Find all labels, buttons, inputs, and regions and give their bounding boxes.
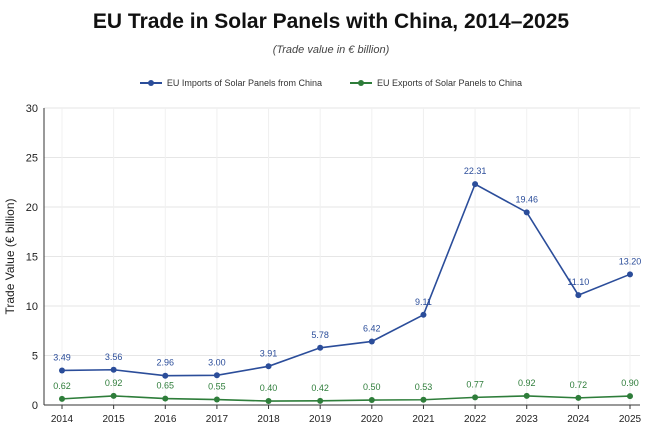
data-label: 0.62 bbox=[53, 381, 71, 391]
data-point bbox=[575, 292, 582, 299]
data-label: 22.31 bbox=[464, 166, 487, 176]
x-tick-label: 2021 bbox=[412, 414, 435, 425]
data-point bbox=[627, 271, 633, 278]
data-label: 0.92 bbox=[518, 378, 536, 388]
data-point bbox=[420, 311, 427, 318]
x-tick-label: 2022 bbox=[464, 414, 487, 425]
data-point bbox=[523, 392, 530, 399]
data-point bbox=[368, 397, 375, 404]
data-point bbox=[59, 395, 65, 402]
y-tick-label: 5 bbox=[32, 351, 38, 363]
data-point bbox=[472, 181, 479, 188]
x-tick-label: 2016 bbox=[154, 414, 177, 425]
data-label: 0.53 bbox=[415, 382, 433, 392]
y-tick-label: 10 bbox=[26, 301, 38, 313]
data-label: 19.46 bbox=[515, 194, 538, 204]
data-point bbox=[162, 372, 169, 379]
legend-swatch-exports bbox=[349, 78, 372, 88]
legend-item-exports: EU Exports of Solar Panels to China bbox=[349, 78, 523, 88]
data-label: 0.72 bbox=[570, 380, 588, 390]
y-tick-label: 30 bbox=[26, 103, 38, 115]
data-point bbox=[627, 393, 633, 400]
data-label: 3.91 bbox=[260, 348, 278, 358]
y-tick-label: 20 bbox=[26, 202, 38, 214]
data-point bbox=[523, 209, 530, 216]
x-tick-label: 2017 bbox=[206, 414, 229, 425]
x-tick-label: 2020 bbox=[361, 414, 384, 425]
data-point bbox=[420, 396, 427, 403]
y-tick-label: 15 bbox=[26, 252, 38, 264]
y-tick-label: 0 bbox=[32, 400, 38, 412]
data-label: 3.56 bbox=[105, 352, 123, 362]
x-tick-label: 2018 bbox=[257, 414, 280, 425]
data-point bbox=[317, 344, 324, 351]
y-axis-label: Trade Value (€ billion) bbox=[3, 198, 17, 314]
data-label: 0.65 bbox=[157, 381, 175, 391]
data-label: 3.49 bbox=[53, 352, 71, 362]
x-tick-label: 2023 bbox=[516, 414, 539, 425]
data-point bbox=[162, 395, 169, 402]
data-label: 0.90 bbox=[621, 378, 639, 388]
data-point bbox=[110, 366, 117, 373]
data-label: 11.10 bbox=[567, 277, 589, 287]
data-point bbox=[368, 338, 375, 345]
data-point bbox=[213, 372, 220, 379]
legend-item-imports: EU Imports of Solar Panels from China bbox=[139, 78, 322, 88]
data-label: 2.96 bbox=[157, 358, 175, 368]
legend-swatch-imports bbox=[139, 78, 162, 88]
data-point bbox=[213, 396, 220, 403]
legend-label-exports: EU Exports of Solar Panels to China bbox=[376, 78, 523, 88]
x-tick-label: 2015 bbox=[103, 414, 126, 425]
data-point bbox=[265, 398, 272, 405]
legend: EU Imports of Solar Panels from China EU… bbox=[0, 78, 662, 88]
series-line-exports bbox=[61, 395, 631, 402]
data-label: 0.92 bbox=[105, 378, 123, 388]
data-label: 5.78 bbox=[311, 330, 329, 340]
data-label: 0.77 bbox=[466, 379, 484, 389]
series-line-imports bbox=[61, 182, 631, 377]
data-point bbox=[317, 397, 324, 404]
legend-label-imports: EU Imports of Solar Panels from China bbox=[166, 78, 322, 88]
data-label: 0.40 bbox=[260, 383, 278, 393]
data-label: 9.11 bbox=[415, 297, 432, 307]
chart-subtitle: (Trade value in € billion) bbox=[272, 44, 390, 56]
data-label: 0.50 bbox=[363, 382, 381, 392]
data-label: 13.20 bbox=[619, 256, 642, 266]
data-label: 0.42 bbox=[311, 383, 329, 393]
data-label: 3.00 bbox=[208, 357, 226, 367]
data-label: 6.42 bbox=[363, 323, 381, 333]
x-tick-label: 2014 bbox=[51, 414, 74, 425]
y-tick-label: 25 bbox=[26, 153, 38, 165]
x-tick-label: 2025 bbox=[619, 414, 642, 425]
data-label: 0.55 bbox=[208, 382, 226, 392]
data-point bbox=[110, 392, 117, 399]
data-point bbox=[472, 394, 479, 401]
x-tick-label: 2019 bbox=[309, 414, 332, 425]
x-tick-label: 2024 bbox=[567, 414, 590, 425]
chart-title: EU Trade in Solar Panels with China, 201… bbox=[92, 10, 570, 33]
data-point bbox=[575, 394, 582, 401]
data-point bbox=[59, 367, 65, 374]
data-point bbox=[265, 363, 272, 370]
